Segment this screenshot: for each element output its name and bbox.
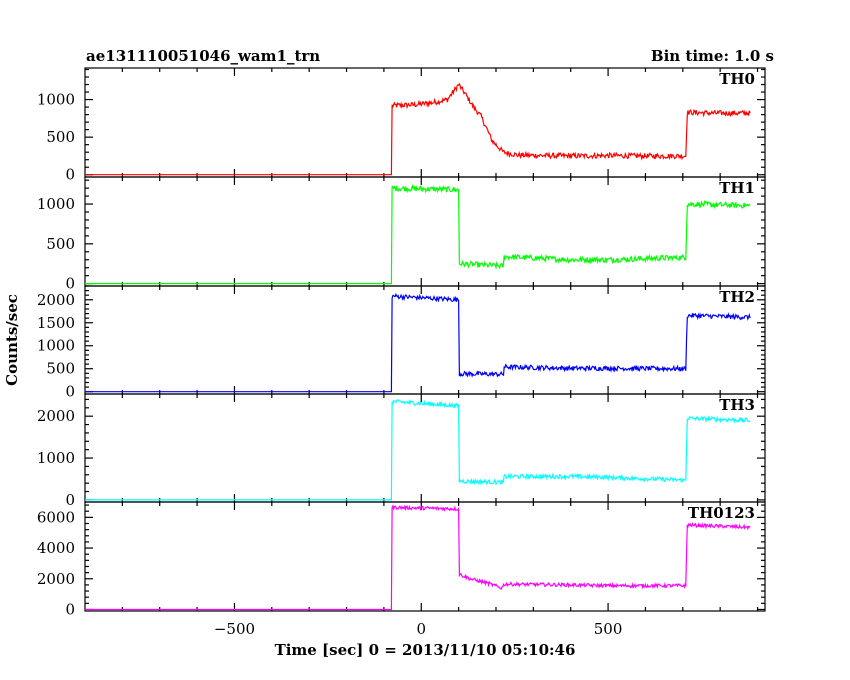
y-tick-label: 500	[46, 360, 75, 378]
panel-frame	[84, 393, 766, 503]
x-tick-label: 0	[416, 620, 426, 638]
panel-th2: 0 500 1000 1500 2000 TH2	[37, 285, 766, 401]
y-tick-label: 0	[65, 491, 75, 509]
y-axis-label: Counts/sec	[3, 294, 21, 386]
panel-th0: 0 500 1000 TH0	[37, 67, 766, 184]
series-line-th0123	[85, 504, 751, 611]
chart-title: ae131110051046_wam1_trn	[86, 47, 320, 65]
y-tick-label: 1000	[37, 337, 75, 355]
panel-frame	[84, 67, 766, 178]
panel-frame	[84, 285, 766, 395]
panel-th0123: 0 2000 4000 6000 TH0123	[37, 501, 766, 618]
y-tick-label: 0	[65, 383, 75, 401]
panel-label: TH0	[719, 70, 755, 88]
y-tick-label: 2000	[37, 291, 75, 309]
y-tick-label: 1500	[37, 314, 75, 332]
panel-label: TH1	[719, 179, 755, 197]
y-tick-label: 2000	[37, 407, 75, 425]
panels-group: 0 500 1000 TH0 0 500 1000 TH1 0 500 1000 1500 2000 TH…	[37, 67, 766, 638]
y-tick-label: 6000	[37, 508, 75, 526]
series-line-th2	[85, 292, 751, 393]
panel-frame	[84, 176, 766, 287]
y-tick-label: 4000	[37, 539, 75, 557]
y-tick-label: 0	[65, 600, 75, 618]
panel-label: TH0123	[688, 504, 755, 522]
y-tick-label: 2000	[37, 570, 75, 588]
panel-th1: 0 500 1000 TH1	[37, 176, 766, 293]
panel-th3: 0 1000 2000 TH3	[37, 393, 766, 509]
series-line-th3	[85, 399, 751, 501]
y-tick-label: 500	[46, 235, 75, 253]
y-tick-label: 1000	[37, 91, 75, 109]
bin-time-label: Bin time: 1.0 s	[651, 47, 774, 65]
series-line-th0	[85, 82, 751, 176]
x-tick-label: −500	[214, 620, 255, 638]
x-axis-label: Time [sec] 0 = 2013/11/10 05:10:46	[275, 641, 576, 659]
panel-frame	[84, 501, 766, 612]
y-tick-label: 1000	[37, 449, 75, 467]
panel-label: TH3	[719, 396, 755, 414]
panel-label: TH2	[719, 288, 755, 306]
x-tick-label: 500	[594, 620, 623, 638]
y-tick-label: 500	[46, 128, 75, 146]
series-line-th1	[85, 183, 751, 285]
y-tick-label: 1000	[37, 195, 75, 213]
y-tick-label: 0	[65, 166, 75, 184]
y-tick-label: 0	[65, 275, 75, 293]
